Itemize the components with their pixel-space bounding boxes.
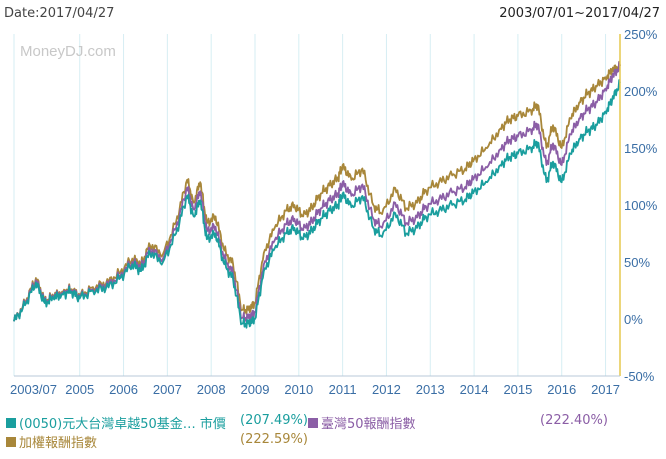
legend-value: (207.49%) xyxy=(240,413,308,428)
x-tick-label: 2006 xyxy=(109,382,138,397)
x-tick-label: 2013 xyxy=(416,382,445,397)
legend-item-0050[interactable]: (0050)元大台灣卓越50基金… 市價 xyxy=(6,413,226,432)
legend-swatch xyxy=(308,417,318,428)
x-tick-label: 2015 xyxy=(503,382,532,397)
series-line xyxy=(13,60,621,322)
legend-value: (222.40%) xyxy=(540,413,608,428)
x-tick-label: 2010 xyxy=(284,382,313,397)
series-lines xyxy=(13,60,621,329)
legend-label: (0050)元大台灣卓越50基金… 市價 xyxy=(19,417,226,432)
series-line xyxy=(13,79,621,329)
x-tick-labels: 2003/07 2005 2006 2007 2008 2009 2010 2011 2012 2… xyxy=(10,382,620,397)
x-tick-label: 2016 xyxy=(547,382,576,397)
chart-header: Date:2017/04/27 2003/07/01~2017/04/27 xyxy=(0,0,666,30)
legend-swatch xyxy=(6,436,16,447)
date-label: Date:2017/04/27 xyxy=(4,6,115,21)
date-range-label: 2003/07/01~2017/04/27 xyxy=(499,6,660,21)
legend: (0050)元大台灣卓越50基金… 市價 (207.49%) 臺灣50報酬指數 … xyxy=(0,408,666,459)
legend-swatch xyxy=(6,417,16,428)
y-tick-label: 200% xyxy=(624,84,658,99)
series-line xyxy=(13,61,621,323)
x-tick-label: 2003/07 xyxy=(10,382,57,397)
legend-label: 加權報酬指數 xyxy=(19,436,98,451)
gridlines xyxy=(13,34,607,376)
legend-item-tw50[interactable]: 臺灣50報酬指數 xyxy=(308,413,416,432)
x-tick-label: 2009 xyxy=(241,382,270,397)
y-tick-labels: 250% 200% 150% 100% 50% 0% -50% xyxy=(624,27,658,384)
y-tick-label: 50% xyxy=(624,255,650,270)
legend-item-taiex[interactable]: 加權報酬指數 xyxy=(6,432,97,451)
x-tick-label: 2011 xyxy=(329,382,357,397)
x-tick-label: 2007 xyxy=(153,382,182,397)
y-tick-label: 250% xyxy=(624,27,658,42)
legend-value: (222.59%) xyxy=(240,432,308,447)
y-tick-label: -50% xyxy=(624,369,655,384)
x-tick-label: 2005 xyxy=(65,382,94,397)
y-tick-label: 150% xyxy=(624,141,658,156)
x-tick-label: 2008 xyxy=(197,382,226,397)
watermark: MoneyDJ.com xyxy=(20,43,116,60)
y-tick-label: 100% xyxy=(624,198,658,213)
legend-label: 臺灣50報酬指數 xyxy=(321,417,416,432)
x-tick-label: 2012 xyxy=(372,382,401,397)
performance-line-chart: MoneyDJ.com 250% 200% 150% 100% 50% 0% -50% 20… xyxy=(10,27,658,397)
x-tick-label: 2017 xyxy=(591,382,620,397)
y-tick-label: 0% xyxy=(624,312,643,327)
x-tick-label: 2014 xyxy=(460,382,489,397)
